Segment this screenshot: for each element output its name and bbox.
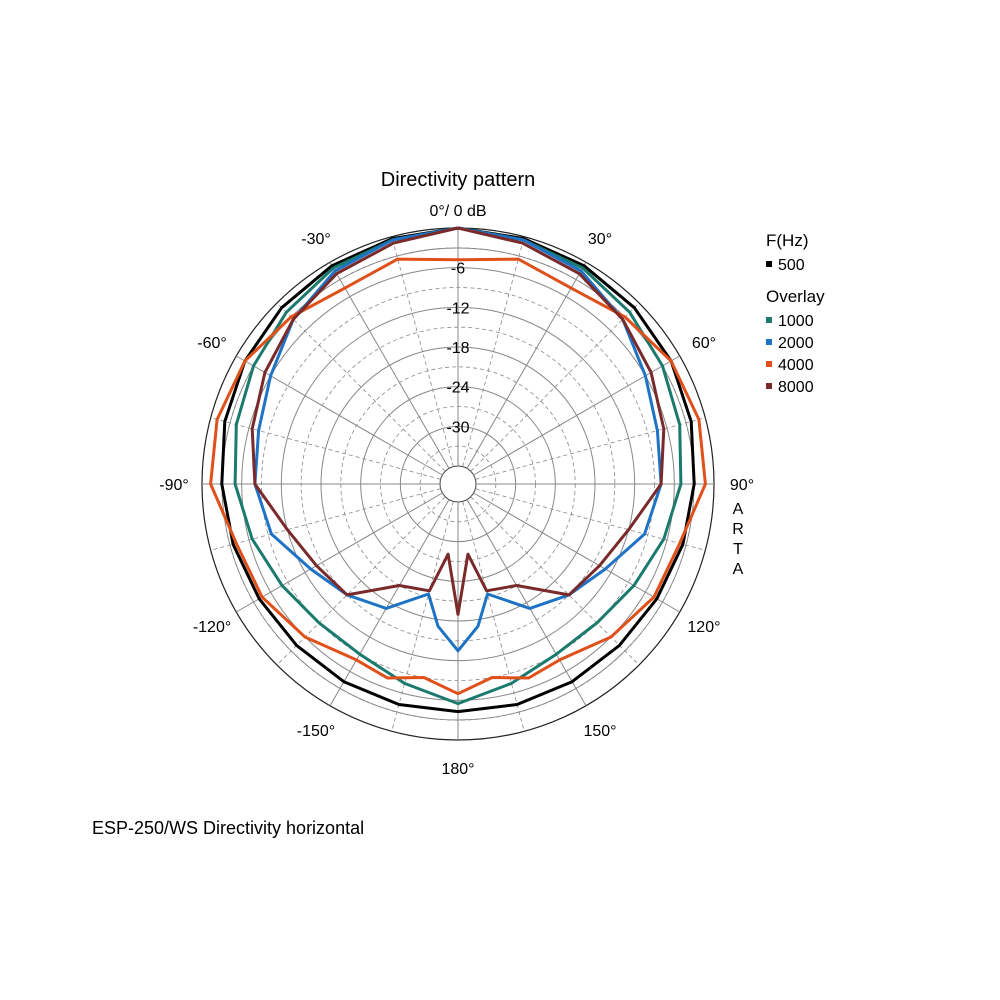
angle-tick-label: 60°	[692, 335, 716, 352]
series-curve-1000	[233, 226, 683, 706]
grid-spoke	[329, 499, 450, 706]
radial-tick-label: -18	[446, 340, 469, 357]
grid-spoke	[466, 262, 587, 469]
grid-spoke	[391, 501, 454, 732]
angle-tick-label: -150°	[297, 723, 335, 740]
angle-tick-label: 150°	[583, 723, 616, 740]
legend-swatch	[766, 261, 772, 267]
radial-tick-label: -24	[446, 380, 469, 397]
legend-header: F(Hz)	[766, 231, 808, 250]
series-curve-4000	[209, 257, 707, 696]
grid-spoke	[470, 302, 640, 472]
grid-spoke	[210, 488, 441, 551]
angle-tick-label: -120°	[193, 619, 231, 636]
radial-tick-label: -6	[451, 261, 465, 278]
grid-spoke	[475, 488, 706, 551]
grid-spoke	[236, 355, 443, 476]
grid-spoke	[462, 501, 525, 732]
watermark-letter: R	[732, 521, 744, 538]
angle-tick-label: 90°	[730, 477, 754, 494]
legend-overlay-header: Overlay	[766, 287, 825, 306]
grid-inner-circle	[439, 465, 477, 503]
series-curve-8000	[250, 226, 666, 616]
legend-swatch	[766, 317, 772, 323]
angle-tick-label: -60°	[197, 335, 227, 352]
grid-spoke	[466, 499, 587, 706]
angle-labels: -30° 30° -60° 60° -90° 90° -120° 120° -150° 150° 1…	[159, 231, 754, 778]
angle-tick-label: -90°	[159, 477, 189, 494]
angle-tick-label: 30°	[588, 231, 612, 248]
legend-label: 8000	[778, 379, 814, 396]
grid-spoke	[473, 355, 680, 476]
grid-spoke	[470, 496, 640, 666]
watermark-letter: A	[733, 501, 744, 518]
chart-title: Directivity pattern	[381, 169, 536, 191]
legend-label: 500	[778, 257, 805, 274]
legend-swatch	[766, 361, 772, 367]
legend-label: 4000	[778, 357, 814, 374]
grid-spoke	[276, 302, 446, 472]
angle-tick-label: 180°	[441, 761, 474, 778]
legend: F(Hz) Overlay 500 1000 2000 4000 8000	[766, 231, 825, 396]
legend-swatch	[766, 383, 772, 389]
grid-spoke	[210, 417, 441, 480]
grid-spoke	[475, 417, 706, 480]
watermark-letter: A	[733, 561, 744, 578]
radial-tick-label: -30	[446, 419, 469, 436]
radial-tick-label: -12	[446, 300, 469, 317]
legend-label: 1000	[778, 313, 814, 330]
watermark-letter: T	[733, 541, 743, 558]
grid-spoke	[473, 492, 680, 613]
series-curves	[209, 226, 707, 714]
series-curve-2000	[253, 226, 663, 653]
top-label: 0°/ 0 dB	[429, 203, 486, 220]
grid-spoke	[391, 236, 454, 467]
grid-spoke	[276, 496, 446, 666]
angle-tick-label: 120°	[687, 619, 720, 636]
grid-spoke	[329, 262, 450, 469]
angle-tick-label: -30°	[301, 231, 331, 248]
figure-caption: ESP-250/WS Directivity horizontal	[92, 818, 365, 838]
grid-spoke	[236, 492, 443, 613]
grid-spoke	[462, 236, 525, 467]
radial-labels: -6 -12 -18 -24 -30	[446, 261, 469, 437]
legend-label: 2000	[778, 335, 814, 352]
legend-swatch	[766, 339, 772, 345]
